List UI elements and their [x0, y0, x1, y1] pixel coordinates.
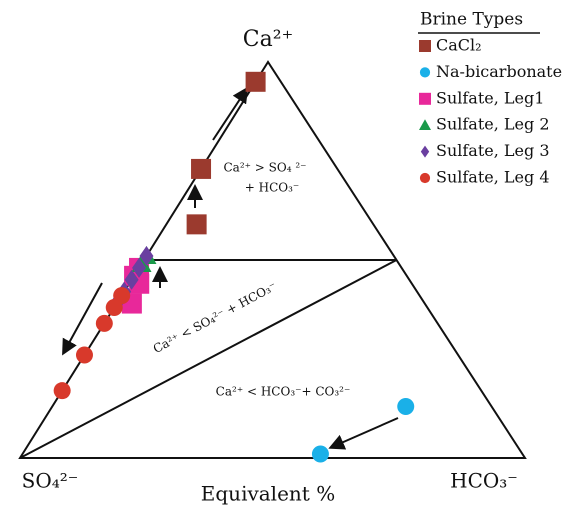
apex-label: SO₄²⁻	[22, 469, 79, 493]
boundary-line	[19, 259, 397, 459]
point	[95, 314, 113, 332]
region-label: Ca²⁺ > SO₄ ²⁻	[224, 161, 307, 175]
arrow	[328, 417, 399, 450]
legend-marker	[420, 145, 430, 158]
legend-label: Sulfate, Leg 2	[436, 115, 550, 134]
apex-label: HCO₃⁻	[450, 469, 518, 493]
region-label: Ca²⁺ < HCO₃⁻+ CO₃²⁻	[216, 385, 351, 399]
point	[53, 382, 71, 400]
point	[75, 346, 93, 364]
apex-label: Ca²⁺	[243, 27, 293, 52]
legend-label: CaCl₂	[436, 36, 482, 55]
region-label: Ca²⁺ < SO₄²⁻ + HCO₃⁻	[151, 279, 279, 356]
point	[105, 299, 123, 317]
point	[139, 246, 154, 267]
legend-marker	[419, 67, 431, 78]
legend-marker	[419, 40, 431, 52]
point	[245, 71, 266, 92]
legend-title: Brine Types	[420, 10, 523, 30]
point	[191, 158, 212, 179]
legend-label: Sulfate, Leg1	[436, 88, 544, 107]
point	[311, 445, 329, 463]
legend-label: Na-bicarbonate	[436, 62, 562, 81]
point	[397, 398, 415, 416]
legend-marker	[419, 92, 431, 105]
point	[132, 257, 147, 278]
axis-label: Equivalent %	[201, 482, 335, 506]
point	[186, 214, 207, 235]
legend-label: Sulfate, Leg 3	[436, 141, 550, 160]
region-label: + HCO₃⁻	[245, 181, 300, 195]
point	[124, 269, 139, 290]
legend-marker	[419, 172, 431, 184]
legend-marker	[419, 119, 431, 130]
arrow	[212, 86, 249, 141]
arrow	[62, 282, 103, 356]
legend-label: Sulfate, Leg 4	[436, 168, 550, 187]
